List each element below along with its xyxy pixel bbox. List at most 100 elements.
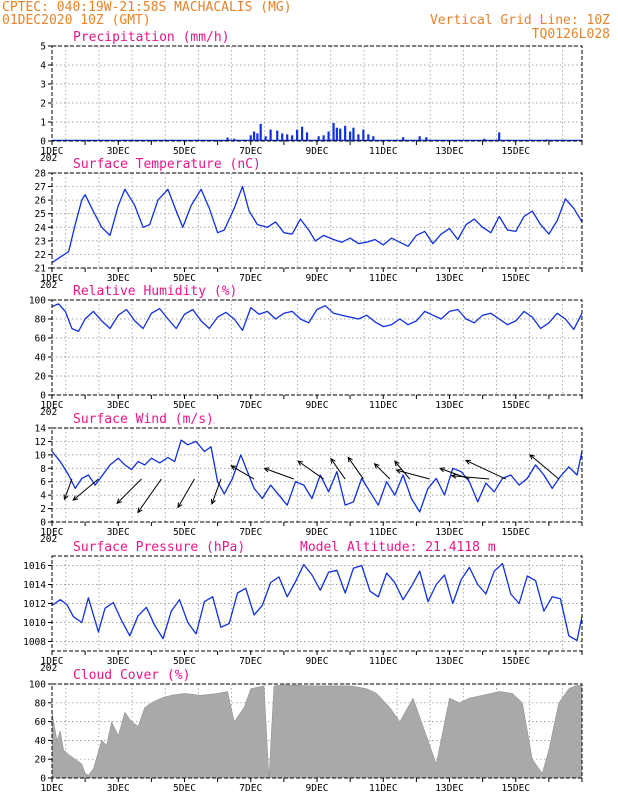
x-tick-label: 13DEC xyxy=(435,656,464,667)
wind-arrow-shaft xyxy=(451,475,490,480)
x-year-label: 202 xyxy=(40,407,57,418)
panel-frame xyxy=(51,45,583,142)
precip-bar xyxy=(352,127,355,141)
y-tick-label: 14 xyxy=(35,424,47,435)
data-layer xyxy=(52,185,582,264)
x-tick-label: 11DEC xyxy=(369,400,398,411)
wind-arrow-shaft xyxy=(394,460,411,480)
precip-bar xyxy=(300,126,304,141)
y-tick-label: 10 xyxy=(35,450,47,461)
precip-bar xyxy=(362,129,365,141)
x-tick-label: 7DEC xyxy=(239,273,262,284)
wind-arrow-head xyxy=(394,460,400,467)
x-tick-label: 9DEC xyxy=(306,656,329,667)
precip-bar xyxy=(425,137,428,141)
precip-bar xyxy=(317,136,320,141)
wind-arrow-shaft xyxy=(347,457,364,480)
x-tick-label: 15DEC xyxy=(501,146,530,157)
wind-arrow xyxy=(210,478,222,505)
x-tick-label: 11DEC xyxy=(369,783,398,794)
panel-frame xyxy=(51,299,583,396)
wind-arrow xyxy=(394,460,411,480)
y-tick-label: 1 xyxy=(40,118,46,129)
y-tick-label: 20 xyxy=(35,372,47,383)
precip-bar xyxy=(498,132,501,141)
wind-arrow-shaft xyxy=(72,478,99,501)
panel-6: 0 20 40 60 80 100 1DEC 3DEC 5DEC 7DEC 9DEC 11DEC 13D… xyxy=(29,668,583,794)
wind-arrow xyxy=(116,478,142,505)
data-layer xyxy=(52,684,582,778)
wind-arrow xyxy=(330,457,346,480)
x-tick-label: 13DEC xyxy=(435,527,464,538)
precip-bar xyxy=(349,131,352,141)
y-tick-label: 12 xyxy=(35,437,46,448)
panel-title: Surface Temperature (nC) xyxy=(73,157,261,172)
run-date: 01DEC2020 10Z (GMT) xyxy=(2,13,151,28)
panel-frame xyxy=(51,172,583,269)
precip-bar xyxy=(327,131,330,141)
precip-bar xyxy=(259,123,262,141)
x-tick-label: 5DEC xyxy=(173,527,196,538)
wind-arrow-head xyxy=(116,498,122,505)
wind-arrow-head xyxy=(72,495,79,501)
x-tick-label: 13DEC xyxy=(435,146,464,157)
x-tick-label: 3DEC xyxy=(107,783,130,794)
x-tick-label: 11DEC xyxy=(369,527,398,538)
y-tick-label: 27 xyxy=(35,182,46,193)
precip-bar xyxy=(256,133,259,141)
x-tick-label: 7DEC xyxy=(239,146,262,157)
panel-frame xyxy=(51,427,583,523)
wind-arrow xyxy=(464,459,507,480)
y-tick-label: 3 xyxy=(40,80,46,91)
precip-bar xyxy=(269,129,272,141)
x-tick-label: 5DEC xyxy=(173,146,196,157)
precip-bar xyxy=(367,134,370,141)
y-tick-label: 28 xyxy=(35,169,47,180)
y-tick-label: 60 xyxy=(35,717,47,728)
panel-1: 0 1 2 3 4 5 1DEC202 3DEC 5DEC 7DEC 9DEC 11DEC 13DEC 1… xyxy=(40,30,583,164)
x-tick-label: 9DEC xyxy=(306,273,329,284)
x-tick-label: 9DEC xyxy=(306,527,329,538)
grid-line-note: Vertical Grid Line: 10Z xyxy=(430,13,610,28)
wind-arrow-shaft xyxy=(230,465,255,480)
x-year-label: 202 xyxy=(40,534,57,545)
precip-bar xyxy=(344,125,347,141)
x-tick-label: 5DEC xyxy=(173,400,196,411)
x-year-label: 202 xyxy=(40,663,57,674)
x-tick-label: 7DEC xyxy=(239,527,262,538)
precip-bar xyxy=(252,131,256,141)
x-tick-label: 3DEC xyxy=(107,146,130,157)
y-tick-label: 40 xyxy=(35,736,47,747)
precip-bar xyxy=(305,132,309,141)
wind-arrow-head xyxy=(395,468,402,474)
precip-bar xyxy=(249,135,252,141)
wind-arrow-shaft xyxy=(330,458,346,480)
wind-arrow-head xyxy=(230,465,237,471)
wind-arrow xyxy=(347,456,364,480)
precip-bar xyxy=(291,135,294,141)
wind-arrow-shaft xyxy=(529,454,560,480)
x-tick-label: 5DEC xyxy=(173,783,196,794)
wind-arrow-head xyxy=(137,507,143,514)
precip-bar xyxy=(296,129,299,141)
wind-arrow xyxy=(137,478,162,514)
wind-arrow-shaft xyxy=(137,478,162,513)
panel-title: Surface Pressure (hPa) xyxy=(73,540,245,555)
wind-arrow-shaft xyxy=(264,467,294,480)
panel-title: Surface Wind (m/s) xyxy=(73,412,214,427)
y-tick-label: 21 xyxy=(35,264,47,275)
wind-arrow xyxy=(72,478,99,501)
panel-frame xyxy=(51,683,583,779)
x-tick-label: 15DEC xyxy=(501,273,530,284)
data-layer xyxy=(52,122,582,141)
y-tick-label: 40 xyxy=(35,353,47,364)
wind-arrow-head xyxy=(210,498,216,505)
x-tick-label: 3DEC xyxy=(107,400,130,411)
y-tick-label: 100 xyxy=(29,680,46,691)
series-line xyxy=(52,185,582,264)
x-tick-label: 7DEC xyxy=(239,783,262,794)
wind-arrow-shaft xyxy=(396,469,430,480)
x-tick-label: 15DEC xyxy=(501,783,530,794)
x-tick-label: 9DEC xyxy=(306,146,329,157)
panel-5: 1008 1010 1012 1014 1016 1DEC202 3DEC 5DEC 7DEC 9… xyxy=(23,540,583,674)
